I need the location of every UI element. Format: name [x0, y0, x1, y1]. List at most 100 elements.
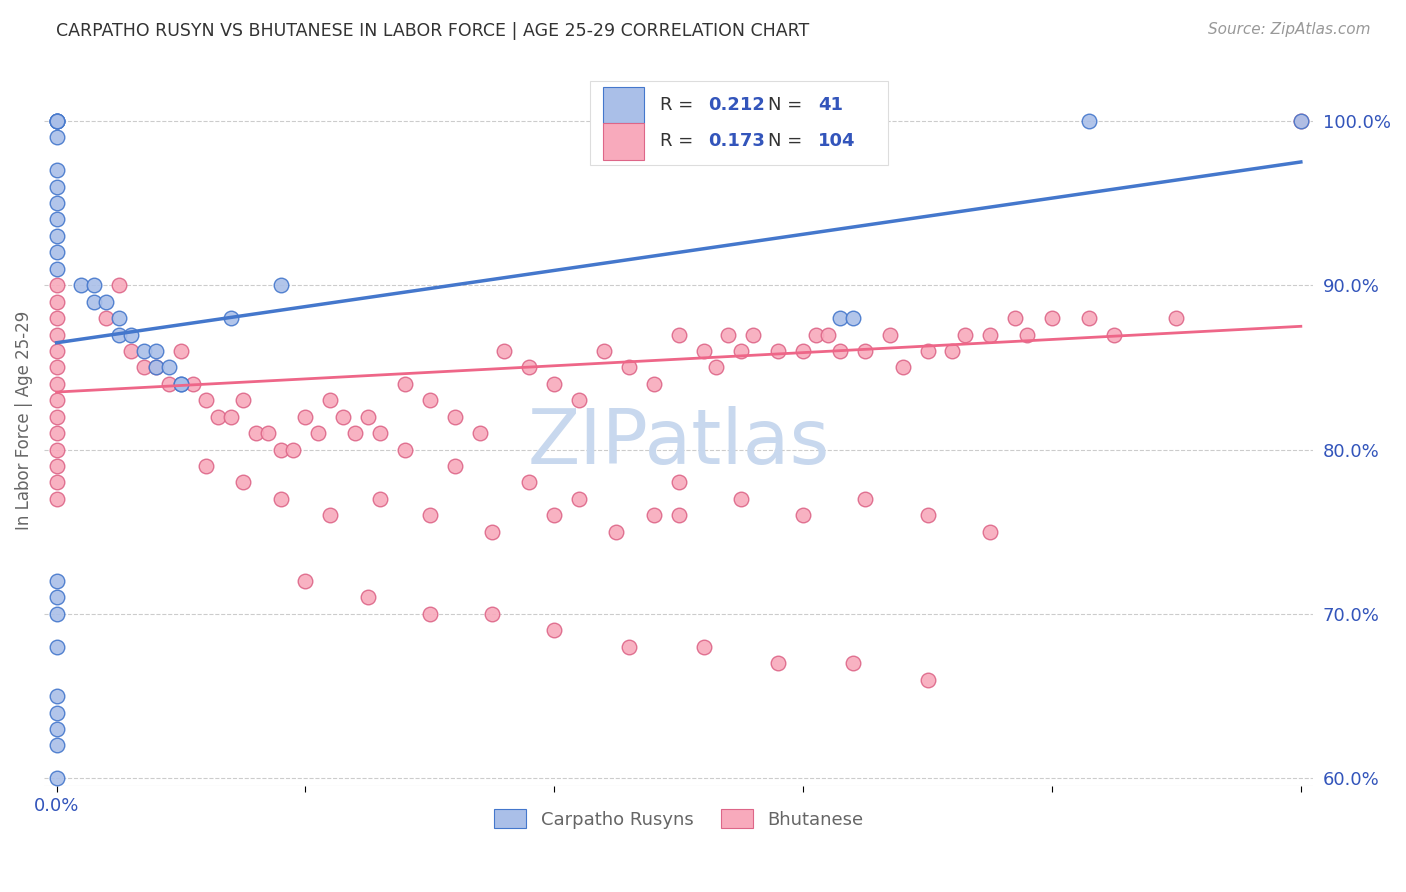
Point	[519, 475, 541, 490]
Point	[45, 393, 67, 408]
Point	[270, 278, 292, 293]
Point	[879, 327, 901, 342]
Point	[45, 261, 67, 276]
Point	[45, 311, 67, 326]
Point	[170, 343, 193, 358]
Point	[668, 327, 690, 342]
Point	[145, 343, 167, 358]
Point	[917, 508, 939, 523]
Point	[45, 114, 67, 128]
Point	[481, 524, 503, 539]
Point	[45, 212, 67, 227]
Point	[332, 409, 354, 424]
Point	[45, 360, 67, 375]
Text: R =: R =	[659, 95, 699, 114]
Point	[842, 657, 865, 671]
Point	[170, 376, 193, 391]
Point	[394, 442, 416, 457]
Point	[45, 491, 67, 506]
Text: 41: 41	[818, 95, 844, 114]
Point	[194, 393, 217, 408]
Point	[356, 591, 378, 605]
Point	[419, 393, 441, 408]
Point	[668, 475, 690, 490]
Point	[45, 196, 67, 211]
Point	[742, 327, 765, 342]
Point	[768, 657, 790, 671]
Point	[1078, 114, 1101, 128]
Point	[120, 343, 142, 358]
Point	[183, 376, 205, 391]
Point	[45, 114, 67, 128]
Text: 0.212: 0.212	[707, 95, 765, 114]
Point	[107, 278, 129, 293]
Point	[219, 409, 242, 424]
Point	[804, 327, 827, 342]
Point	[617, 640, 640, 654]
Point	[468, 426, 491, 441]
Point	[494, 343, 516, 358]
Point	[307, 426, 329, 441]
Point	[157, 360, 180, 375]
Point	[481, 607, 503, 621]
Text: Source: ZipAtlas.com: Source: ZipAtlas.com	[1208, 22, 1371, 37]
Text: CARPATHO RUSYN VS BHUTANESE IN LABOR FORCE | AGE 25-29 CORRELATION CHART: CARPATHO RUSYN VS BHUTANESE IN LABOR FOR…	[56, 22, 810, 40]
Point	[45, 163, 67, 178]
Point	[45, 426, 67, 441]
Point	[543, 376, 565, 391]
Point	[792, 508, 814, 523]
Point	[145, 360, 167, 375]
Point	[157, 376, 180, 391]
Text: N =: N =	[768, 132, 801, 151]
Point	[45, 245, 67, 260]
Point	[107, 311, 129, 326]
FancyBboxPatch shape	[603, 123, 644, 160]
Point	[83, 278, 105, 293]
Y-axis label: In Labor Force | Age 25-29: In Labor Force | Age 25-29	[15, 311, 32, 531]
Point	[45, 114, 67, 128]
Point	[45, 739, 67, 753]
Text: 104: 104	[818, 132, 856, 151]
Point	[519, 360, 541, 375]
Point	[45, 114, 67, 128]
Point	[953, 327, 976, 342]
Point	[593, 343, 616, 358]
Point	[543, 508, 565, 523]
Point	[344, 426, 367, 441]
Point	[45, 574, 67, 588]
Point	[319, 508, 342, 523]
Legend: Carpatho Rusyns, Bhutanese: Carpatho Rusyns, Bhutanese	[486, 802, 870, 836]
Point	[730, 343, 752, 358]
Point	[792, 343, 814, 358]
Point	[245, 426, 267, 441]
Point	[1004, 311, 1026, 326]
Point	[356, 409, 378, 424]
Point	[45, 294, 67, 309]
Point	[605, 524, 627, 539]
FancyBboxPatch shape	[591, 81, 889, 165]
Point	[617, 360, 640, 375]
Point	[692, 343, 714, 358]
Text: 0.173: 0.173	[707, 132, 765, 151]
Point	[270, 442, 292, 457]
Point	[281, 442, 304, 457]
Point	[170, 376, 193, 391]
Point	[45, 640, 67, 654]
Point	[668, 508, 690, 523]
Point	[45, 130, 67, 145]
Point	[45, 376, 67, 391]
Point	[443, 409, 465, 424]
Point	[830, 343, 852, 358]
Point	[257, 426, 280, 441]
Point	[817, 114, 839, 128]
Point	[45, 706, 67, 720]
Point	[270, 491, 292, 506]
Point	[368, 491, 391, 506]
Point	[917, 673, 939, 687]
Point	[394, 376, 416, 391]
Point	[294, 409, 316, 424]
Point	[45, 458, 67, 473]
Point	[83, 294, 105, 309]
Point	[817, 327, 839, 342]
Point	[853, 343, 876, 358]
